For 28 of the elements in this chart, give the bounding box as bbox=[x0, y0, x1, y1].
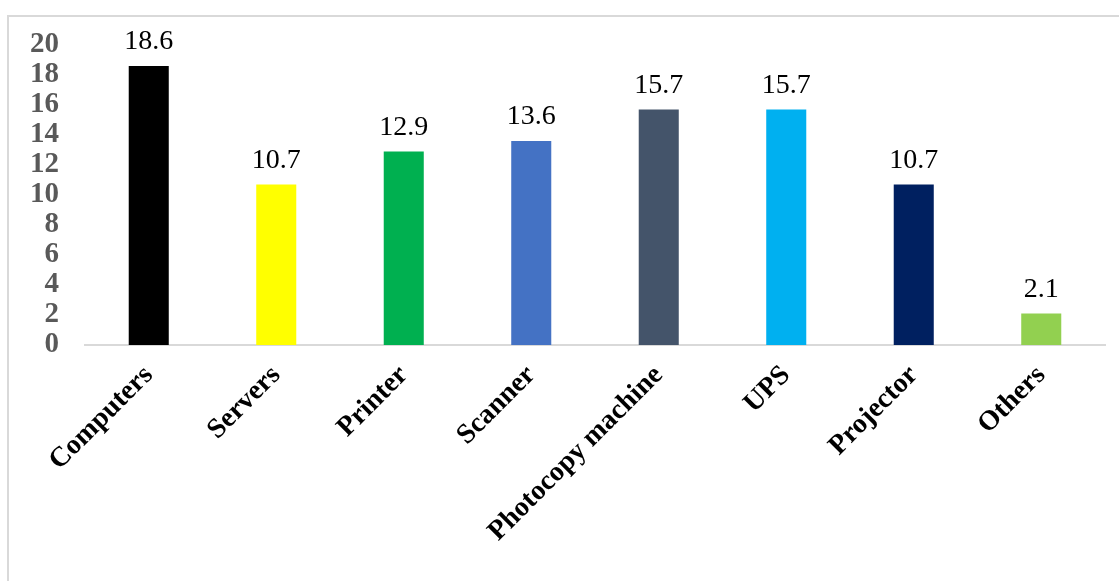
bar bbox=[1021, 313, 1062, 345]
data-label: 10.7 bbox=[251, 142, 301, 174]
y-tick-label: 10 bbox=[30, 176, 59, 209]
bar bbox=[893, 184, 934, 345]
y-tick-label: 12 bbox=[30, 146, 59, 179]
bar bbox=[766, 109, 807, 345]
bar bbox=[511, 141, 552, 345]
y-tick-label: 16 bbox=[30, 86, 59, 119]
y-tick-label: 4 bbox=[44, 266, 59, 299]
y-tick-label: 2 bbox=[44, 296, 59, 329]
x-tick-label: UPS bbox=[736, 358, 796, 418]
y-tick-label: 14 bbox=[30, 116, 59, 149]
data-label: 12.9 bbox=[379, 109, 429, 141]
y-tick-label: 0 bbox=[44, 326, 59, 359]
data-label: 15.7 bbox=[634, 67, 684, 99]
bar bbox=[128, 66, 169, 345]
y-tick-label: 6 bbox=[44, 236, 59, 269]
data-label: 18.6 bbox=[124, 24, 174, 56]
bar bbox=[638, 109, 679, 345]
bar bbox=[256, 184, 297, 345]
data-label: 10.7 bbox=[889, 142, 939, 174]
data-label: 13.6 bbox=[506, 99, 556, 131]
y-tick-label: 20 bbox=[30, 26, 59, 59]
y-tick-label: 18 bbox=[30, 56, 59, 89]
y-tick-label: 8 bbox=[44, 206, 59, 239]
data-label: 2.1 bbox=[1023, 271, 1059, 303]
bar bbox=[383, 151, 424, 345]
data-label: 15.7 bbox=[761, 67, 811, 99]
